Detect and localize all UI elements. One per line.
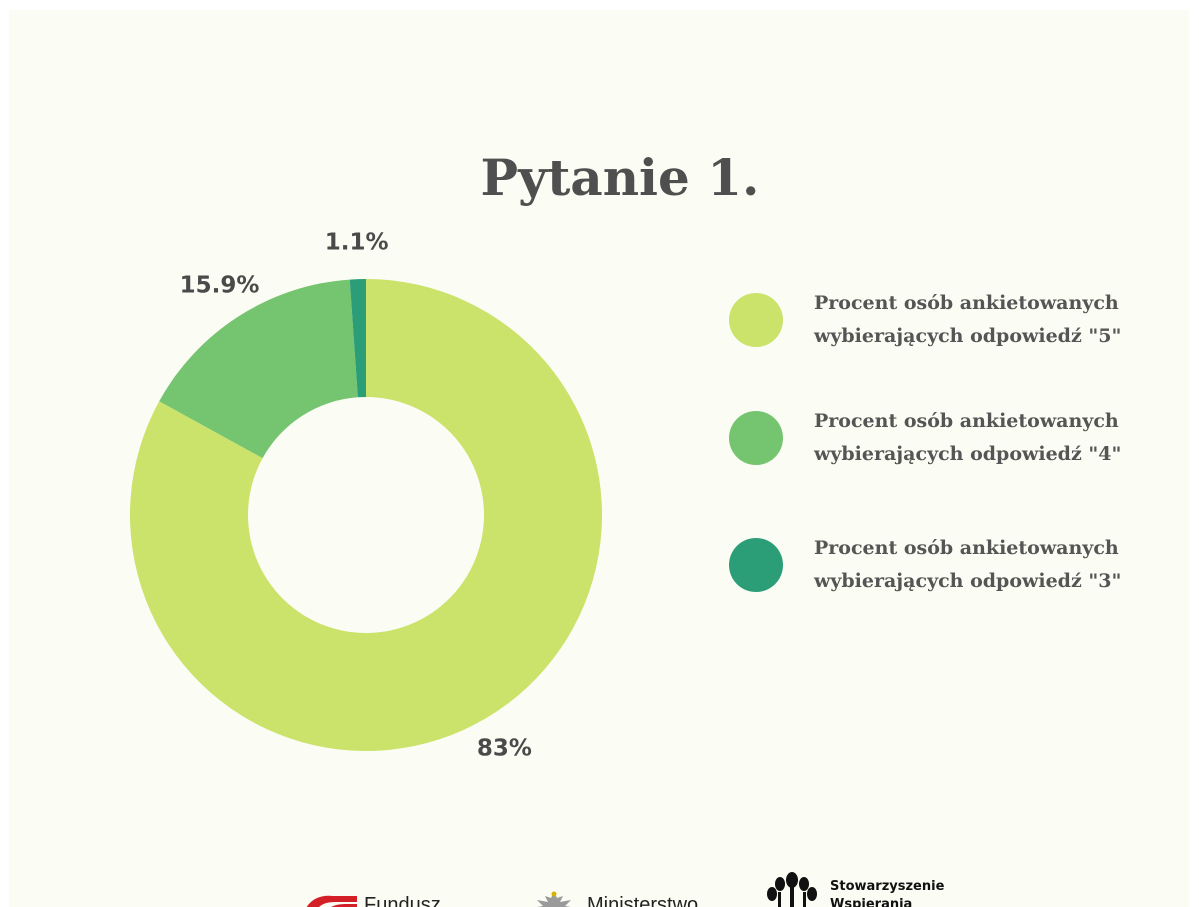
donut-slice-4 bbox=[159, 279, 358, 459]
legend-swatch-4 bbox=[729, 411, 783, 465]
legend-label-3: Procent osób ankietowanych wybierających… bbox=[814, 537, 1122, 592]
sponsor-logos: Fundusz Ministerstwo Stowarzyszenie Wspi… bbox=[9, 870, 1189, 907]
legend-item-3: Procent osób ankietowanych wybierających… bbox=[729, 530, 1144, 600]
fundusz-logo-text: Fundusz bbox=[364, 894, 441, 907]
legend-label-4: Procent osób ankietowanych wybierających… bbox=[814, 410, 1122, 465]
ministerstwo-logo-text: Ministerstwo bbox=[587, 894, 699, 907]
legend-item-4: Procent osób ankietowanych wybierających… bbox=[729, 403, 1144, 473]
eagle-emblem-icon bbox=[537, 891, 571, 907]
donut-slice-3 bbox=[349, 279, 366, 398]
legend-item-5: Procent osób ankietowanych wybierających… bbox=[729, 285, 1144, 355]
legend-swatch-5 bbox=[729, 293, 783, 347]
data-label-slice-4: 15.9% bbox=[180, 272, 260, 298]
data-label-slice-5: 83% bbox=[477, 736, 532, 762]
stowarzyszenie-logo-text: Stowarzyszenie Wspierania bbox=[830, 879, 945, 907]
stowarzyszenie-logo-icon bbox=[767, 872, 817, 907]
legend-swatch-3 bbox=[729, 538, 783, 592]
legend-label-5: Procent osób ankietowanych wybierających… bbox=[814, 292, 1122, 347]
data-label-slice-3: 1.1% bbox=[325, 230, 389, 256]
chart-title: Pytanie 1. bbox=[480, 148, 760, 207]
donut-slice-5 bbox=[129, 279, 602, 751]
fundusz-logo-icon bbox=[306, 895, 357, 907]
slide-canvas: Pytanie 1. 83% 15.9% 1.1% Procent osób ank… bbox=[9, 10, 1189, 907]
donut-chart: 83% 15.9% 1.1% bbox=[129, 230, 602, 762]
